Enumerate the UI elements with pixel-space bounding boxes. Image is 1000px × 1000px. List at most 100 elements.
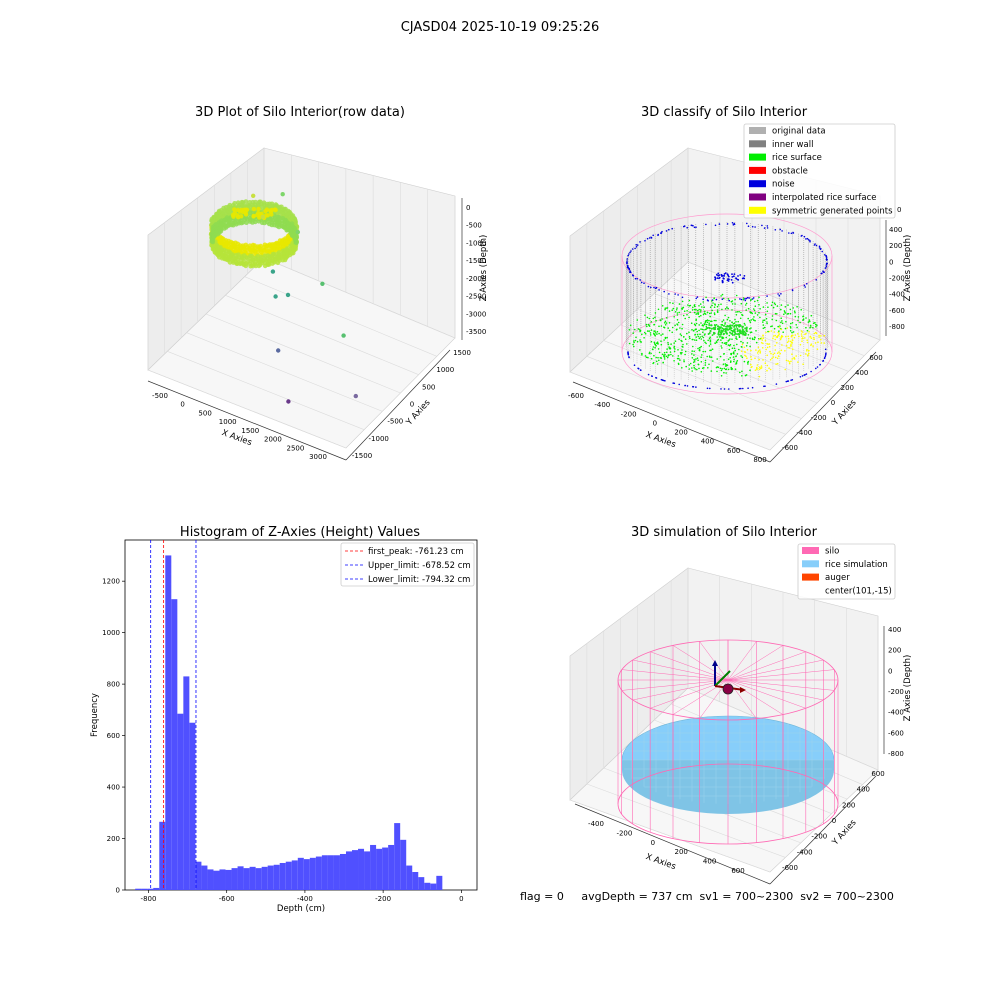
classify-rice-point	[735, 314, 738, 316]
classify-rice-point	[691, 350, 693, 352]
classify-symmetric-point	[780, 349, 783, 352]
raw-ring-point	[231, 214, 236, 219]
classify-rice-point	[701, 324, 704, 326]
raw-ring-point	[256, 206, 261, 212]
classify-rice-point	[750, 311, 753, 314]
classify-rice-point	[755, 330, 757, 332]
classify-symmetric-point	[818, 336, 820, 338]
sim-legend-label: rice simulation	[825, 560, 888, 570]
classify-noise-point	[763, 385, 765, 388]
sim-silo-roof-spoke	[727, 669, 835, 681]
classify-rice-point	[792, 331, 795, 333]
classify-rice-point	[664, 324, 667, 326]
classify-noise-point	[728, 278, 730, 281]
classify-rice-point	[673, 360, 675, 362]
classify-rice-point	[666, 307, 669, 309]
raw-ring-point	[245, 255, 250, 261]
classify-rice-point	[652, 317, 655, 320]
classify-noise-point	[751, 386, 754, 389]
classify-symmetric-point	[813, 338, 815, 341]
classify-rice-point	[698, 315, 700, 318]
classify-rice-point	[705, 328, 707, 331]
classify-symmetric-point	[771, 357, 773, 360]
classify-xlabel: X Axies	[644, 430, 677, 450]
classify-rice-point	[744, 374, 747, 377]
classify-rice-point	[686, 343, 688, 345]
classify-rice-point	[686, 310, 688, 312]
classify-symmetric-point	[762, 359, 764, 361]
classify-symmetric-point	[785, 335, 787, 338]
classify-rice-point	[806, 329, 809, 332]
classify-rice-point	[708, 337, 711, 340]
classify-rice-point	[736, 330, 739, 333]
sim-legend-label: center(101,-15)	[825, 586, 892, 596]
classify-rice-point	[701, 335, 703, 338]
raw-ring-point	[257, 215, 262, 220]
classify-noise-point	[744, 298, 746, 300]
classify-rice-point	[660, 325, 663, 327]
raw-x-tick-label: 500	[198, 409, 211, 417]
classify-noise-point	[825, 265, 828, 268]
classify-noise-point	[636, 277, 638, 280]
classify-noise-point	[748, 297, 750, 299]
classify-rice-point	[735, 321, 737, 323]
classify-rice-point	[673, 345, 676, 348]
classify-rice-point	[682, 306, 684, 309]
classify-rice-point	[700, 314, 702, 317]
raw-z-tick-label: -2500	[466, 293, 486, 301]
classify-rice-point	[693, 364, 695, 367]
raw-outlier-points	[251, 192, 358, 404]
classify-x-tick-label: 0	[653, 419, 657, 427]
hist-x-tick-label: -200	[375, 895, 391, 903]
classify-noise-point	[692, 225, 694, 227]
classify-symmetric-point	[772, 337, 774, 340]
classify-noise-point	[636, 244, 639, 246]
hist-bar	[285, 861, 292, 890]
classify-noise-point	[815, 367, 817, 370]
classify-rice-point	[766, 302, 768, 304]
classify-rice-point	[661, 318, 663, 320]
classify-x-tick-label: 400	[701, 438, 714, 446]
classify-rice-point	[809, 327, 811, 329]
classify-rice-point	[681, 307, 683, 310]
classify-rice-point	[697, 309, 699, 312]
classify-noise-point	[648, 237, 651, 239]
grid-line	[167, 351, 365, 430]
classify-symmetric-point	[756, 366, 758, 369]
classify-noise-point	[677, 294, 679, 296]
classify-rice-point	[727, 368, 730, 371]
classify-rice-point	[657, 308, 660, 311]
classify-symmetric-point	[750, 358, 753, 361]
classify-symmetric-point	[762, 335, 764, 337]
classify-noise-point	[634, 277, 637, 280]
sim-y-tick-label: 0	[832, 817, 836, 825]
classify-rice-point	[648, 351, 651, 354]
classify-symmetric-point	[813, 336, 815, 339]
classify-symmetric-point	[743, 346, 746, 349]
classify-x-tick-label: -600	[568, 392, 584, 400]
hist-ylabel: Frequency	[90, 693, 100, 737]
classify-symmetric-point	[766, 364, 769, 367]
classify-rice-point	[730, 366, 732, 369]
classify-symmetric-point	[791, 348, 794, 351]
classify-rice-point	[729, 331, 731, 334]
classify-rice-point	[705, 319, 708, 322]
classify-rice-point	[713, 313, 716, 316]
classify-symmetric-point	[786, 327, 789, 329]
raw-ring-point	[294, 240, 299, 246]
classify-noise-point	[731, 276, 734, 278]
classify-symmetric-point	[806, 350, 808, 352]
classify-noise-point	[651, 375, 653, 378]
classify-rice-point	[771, 301, 774, 304]
classify-noise-point	[660, 232, 663, 234]
hist-bar	[400, 839, 407, 890]
classify-rice-point	[693, 361, 695, 364]
classify-symmetric-point	[762, 337, 765, 340]
sim-silo-roof-spoke	[672, 645, 729, 681]
classify-noise-point	[628, 268, 631, 271]
classify-rice-point	[689, 311, 691, 314]
classify-rice-point	[701, 306, 703, 308]
classify-rice-point	[780, 321, 782, 324]
classify-legend-label: rice surface	[772, 153, 822, 163]
